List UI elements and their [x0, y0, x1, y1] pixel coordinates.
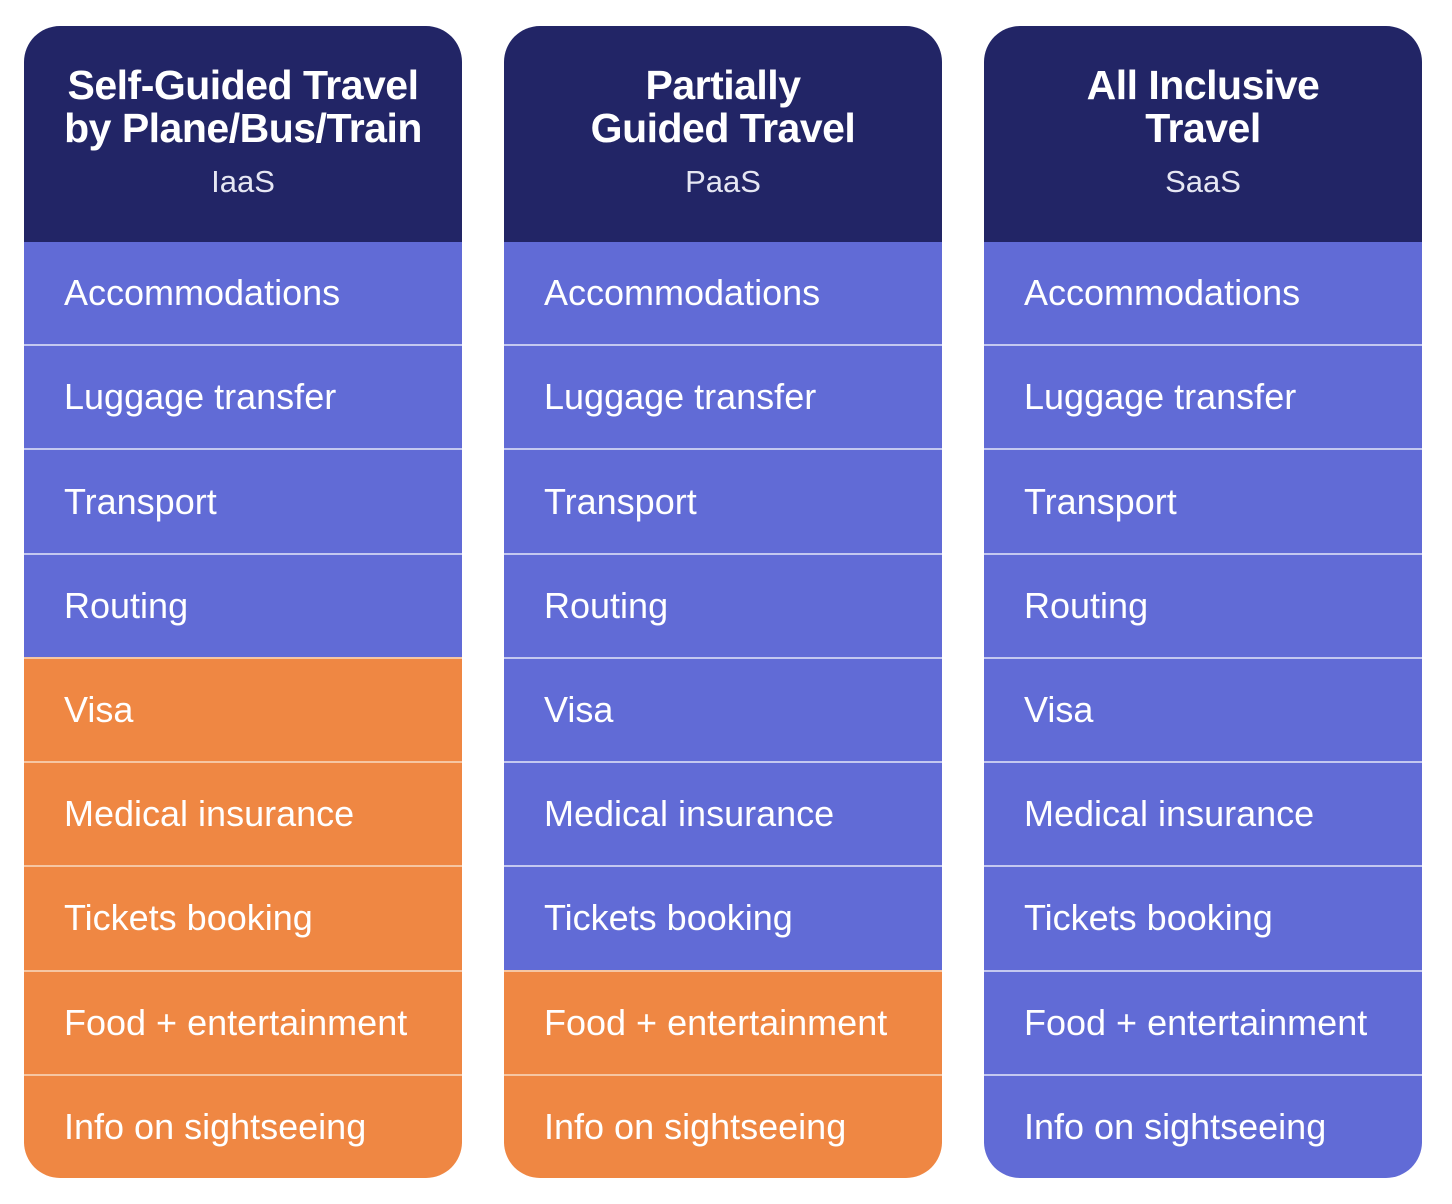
row-item: Medical insurance: [24, 761, 462, 866]
row-item: Transport: [24, 448, 462, 553]
row-item: Accommodations: [984, 242, 1422, 345]
row-item: Food + entertainment: [984, 969, 1422, 1074]
column-saas: All Inclusive Travel SaaS Accommodations…: [984, 26, 1422, 1178]
row-item: Visa: [504, 656, 942, 762]
row-item: Transport: [504, 448, 942, 553]
column-title: All Inclusive Travel: [1086, 62, 1320, 151]
row-item: Routing: [24, 552, 462, 657]
row-item: Medical insurance: [504, 761, 942, 866]
row-item: Accommodations: [24, 242, 462, 345]
column-paas: Partially Guided Travel PaaS Accommodati…: [504, 26, 942, 1178]
row-item: Food + entertainment: [24, 969, 462, 1074]
row-item: Info on sightseeing: [504, 1073, 942, 1178]
row-item: Visa: [24, 656, 462, 762]
row-item: Luggage transfer: [24, 344, 462, 449]
row-item: Visa: [984, 656, 1422, 762]
column-header: Partially Guided Travel PaaS: [504, 26, 942, 242]
row-item: Medical insurance: [984, 761, 1422, 866]
column-iaas: Self-Guided Travel by Plane/Bus/Train Ia…: [24, 26, 462, 1178]
row-item: Routing: [504, 552, 942, 657]
row-item: Tickets booking: [24, 865, 462, 970]
row-item: Food + entertainment: [504, 969, 942, 1074]
column-subtitle: SaaS: [1165, 164, 1241, 199]
row-item: Luggage transfer: [984, 344, 1422, 449]
column-header: All Inclusive Travel SaaS: [984, 26, 1422, 242]
column-title: Self-Guided Travel by Plane/Bus/Train: [64, 62, 422, 151]
row-item: Routing: [984, 552, 1422, 657]
column-title: Partially Guided Travel: [590, 62, 856, 151]
row-item: Tickets booking: [984, 865, 1422, 970]
row-item: Info on sightseeing: [984, 1073, 1422, 1178]
column-header: Self-Guided Travel by Plane/Bus/Train Ia…: [24, 26, 462, 242]
row-item: Luggage transfer: [504, 344, 942, 449]
row-list: Accommodations Luggage transfer Transport R…: [24, 242, 462, 1178]
row-item: Info on sightseeing: [24, 1073, 462, 1178]
row-item: Transport: [984, 448, 1422, 553]
row-list: Accommodations Luggage transfer Transport R…: [984, 242, 1422, 1178]
row-item: Accommodations: [504, 242, 942, 345]
row-list: Accommodations Luggage transfer Transport R…: [504, 242, 942, 1178]
row-item: Tickets booking: [504, 865, 942, 970]
column-subtitle: IaaS: [211, 164, 275, 199]
column-subtitle: PaaS: [685, 164, 761, 199]
